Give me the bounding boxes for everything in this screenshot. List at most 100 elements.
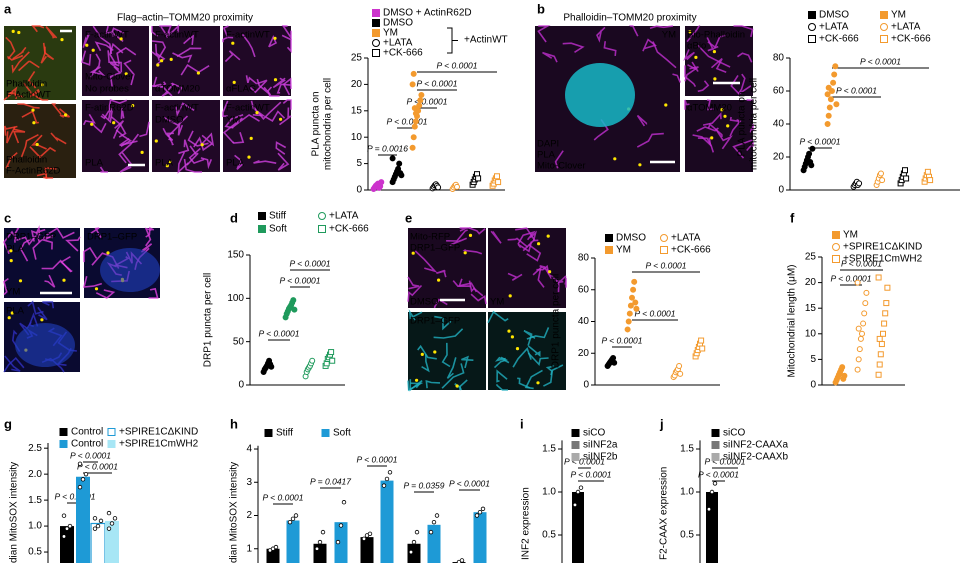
legend-label: DMSO bbox=[819, 10, 849, 21]
organelle bbox=[139, 121, 150, 138]
puncta bbox=[468, 233, 473, 237]
data-point bbox=[454, 183, 460, 190]
y-tick-label: 25 bbox=[351, 53, 363, 64]
image-label: DMSO bbox=[410, 297, 439, 308]
puncta bbox=[62, 278, 66, 282]
data-point bbox=[863, 289, 870, 296]
y-tick-label: 5 bbox=[810, 354, 816, 365]
organelle bbox=[282, 77, 292, 96]
data-point bbox=[367, 531, 373, 536]
data-point bbox=[825, 84, 832, 91]
puncta bbox=[437, 278, 441, 282]
puncta bbox=[9, 249, 13, 253]
puncta bbox=[91, 48, 95, 52]
y-tick-label: 0 bbox=[778, 185, 784, 196]
y-axis-label: dian MitoSOX intensity bbox=[9, 462, 20, 563]
data-point bbox=[878, 170, 884, 177]
organelle bbox=[265, 110, 286, 122]
data-point bbox=[633, 305, 640, 312]
y-tick-label: 25 bbox=[805, 252, 817, 263]
legend-marker bbox=[372, 49, 380, 57]
image-label: PLA bbox=[6, 306, 25, 317]
puncta bbox=[515, 347, 520, 351]
y-tick-label: 2.5 bbox=[28, 443, 42, 454]
organelle bbox=[92, 25, 113, 55]
legend-label: Soft bbox=[269, 224, 287, 235]
legend-label: YM bbox=[891, 10, 906, 21]
puncta bbox=[156, 63, 160, 67]
organelle bbox=[603, 41, 617, 56]
data-point bbox=[632, 299, 639, 306]
organelle bbox=[684, 65, 697, 88]
data-point bbox=[625, 318, 632, 325]
data-point bbox=[839, 364, 846, 371]
organelle bbox=[446, 357, 457, 379]
organelle bbox=[89, 66, 106, 77]
y-tick-label: 80 bbox=[773, 53, 785, 64]
puncta bbox=[613, 157, 617, 161]
data-point bbox=[859, 330, 865, 337]
image-label: DRP1–GFP bbox=[410, 243, 460, 254]
image-label: αFLAG bbox=[226, 84, 256, 95]
y-tick-label: 3 bbox=[246, 477, 252, 488]
puncta bbox=[664, 103, 668, 107]
organelle bbox=[277, 152, 290, 171]
data-point bbox=[808, 162, 815, 169]
organelle bbox=[109, 62, 120, 71]
legend-marker bbox=[107, 428, 116, 436]
y-axis-label: PLA puncta on bbox=[737, 91, 748, 156]
organelle bbox=[564, 277, 567, 288]
image-label: PLA bbox=[155, 158, 174, 169]
y-tick-label: 2.0 bbox=[28, 469, 42, 480]
image-label: F-atinR62D bbox=[85, 103, 134, 114]
organelle bbox=[5, 152, 18, 169]
organelle bbox=[446, 229, 468, 242]
organelle bbox=[12, 46, 27, 60]
organelle bbox=[119, 137, 138, 147]
p-value: P = 0.0359 bbox=[403, 480, 444, 490]
organelle bbox=[636, 132, 664, 148]
organelle bbox=[83, 246, 98, 263]
puncta bbox=[231, 41, 235, 45]
legend-label: Soft bbox=[333, 428, 351, 439]
organelle bbox=[18, 60, 40, 72]
legend-marker bbox=[571, 453, 580, 461]
nucleus bbox=[100, 248, 160, 292]
organelle bbox=[186, 145, 199, 166]
organelle bbox=[81, 50, 92, 66]
organelle bbox=[441, 342, 451, 368]
image-label: Bio-Phalloidin bbox=[687, 30, 745, 41]
data-point bbox=[396, 160, 403, 167]
data-point bbox=[410, 134, 417, 141]
puncta bbox=[11, 29, 15, 33]
data-point bbox=[409, 81, 416, 88]
legend-marker bbox=[258, 212, 266, 220]
data-point bbox=[875, 274, 882, 281]
legend-label: +SPIRE1CΔKIND bbox=[843, 242, 922, 253]
puncta bbox=[537, 242, 541, 246]
puncta bbox=[249, 136, 253, 140]
legend-marker bbox=[660, 234, 668, 242]
p-value: P < 0.0001 bbox=[262, 492, 303, 502]
organelle bbox=[4, 355, 21, 372]
bar bbox=[76, 476, 90, 563]
p-value: P < 0.0001 bbox=[836, 85, 877, 95]
organelle bbox=[268, 34, 278, 48]
legend-marker bbox=[59, 428, 68, 436]
organelle bbox=[224, 114, 244, 129]
data-point bbox=[631, 278, 638, 285]
legend-label: +CK-666 bbox=[383, 48, 423, 59]
organelle bbox=[707, 122, 723, 138]
organelle bbox=[21, 110, 40, 124]
data-point bbox=[412, 118, 419, 125]
organelle bbox=[107, 50, 123, 73]
organelle bbox=[487, 310, 509, 324]
bar bbox=[427, 524, 441, 563]
organelle bbox=[253, 159, 277, 164]
organelle bbox=[101, 107, 113, 124]
y-tick-label: 10 bbox=[805, 328, 817, 339]
data-point bbox=[398, 172, 405, 179]
panel-letter: g bbox=[4, 416, 12, 431]
legend-label: +SPIRE1CmWH2 bbox=[843, 254, 923, 265]
